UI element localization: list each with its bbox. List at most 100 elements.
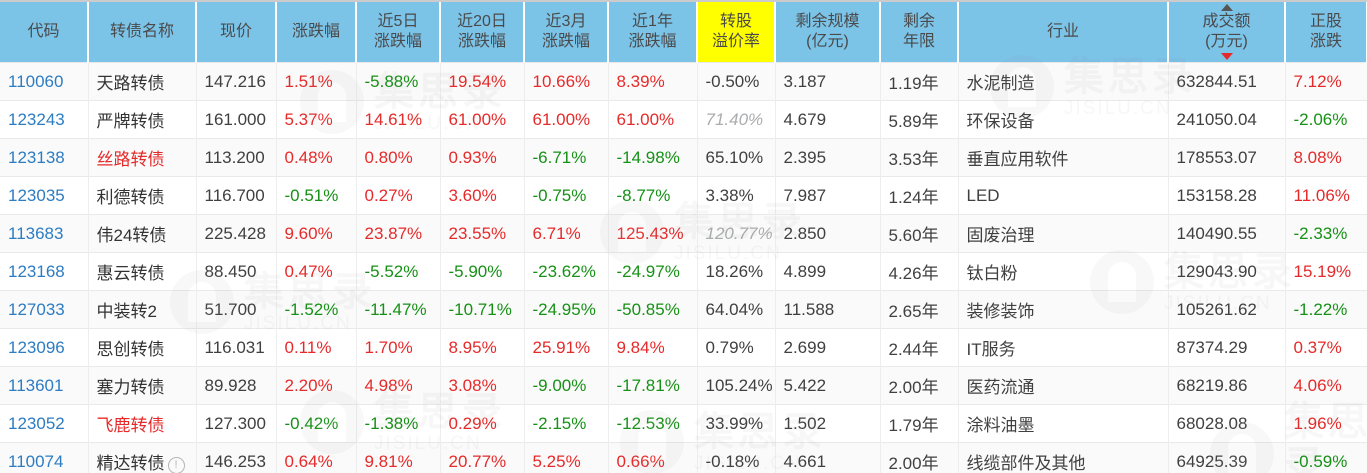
sortable-header[interactable]: 成交额 (万元) [1169,2,1284,62]
name-cell[interactable]: 丝路转债 [87,138,196,177]
price-cell: 116.031 [195,328,276,367]
code-cell[interactable]: 123168 [0,252,88,291]
code-cell[interactable]: 123052 [0,404,88,443]
industry-cell: 固废治理 [957,214,1168,253]
table-row: 123168 惠云转债 88.450 0.47% -5.52% -5.90% -23.62%… [0,252,1367,291]
chg-cell: -0.51% [275,176,356,215]
table-row: 123035 利德转债 116.700 -0.51% 0.27% 3.60% -0.75% -… [0,176,1367,215]
bond-name-link[interactable]: 思创转债 [96,340,165,359]
name-cell[interactable]: 塞力转债 [87,366,196,405]
name-cell[interactable]: 伟24转债 [87,214,196,253]
column-header-d5[interactable]: 近5日 涨跌幅 [355,2,440,63]
code-cell[interactable]: 113683 [0,214,88,253]
sort-desc-icon[interactable] [1220,52,1233,60]
code-cell[interactable]: 110074 [0,442,88,473]
column-header-chg[interactable]: 涨跌幅 [275,2,356,63]
column-label: 近3月 涨跌幅 [541,13,590,50]
bond-name-link[interactable]: 严牌转债 [96,112,165,131]
code-cell[interactable]: 123243 [0,100,88,139]
column-header-code[interactable]: 代码 [0,2,88,63]
info-icon[interactable]: ! [167,457,185,473]
code-cell[interactable]: 123035 [0,176,88,215]
years-cell: 5.60年 [879,214,958,253]
name-cell[interactable]: 利德转债 [87,176,196,215]
d5-cell: -11.47% [355,290,440,329]
d5-cell: 23.87% [355,214,440,253]
industry-cell: LED [957,176,1168,215]
m3-cell: -2.15% [523,404,608,443]
name-cell[interactable]: 思创转债 [87,328,196,367]
column-label: 近5日 涨跌幅 [373,13,422,50]
bond-name-link[interactable]: 天路转债 [96,74,165,93]
years-cell: 1.19年 [879,62,958,101]
column-header-d20[interactable]: 近20日 涨跌幅 [439,2,524,63]
column-header-name[interactable]: 转债名称 [87,2,196,63]
chg-cell: 0.48% [275,138,356,177]
bond-name-link[interactable]: 中装转2 [96,302,157,321]
name-cell[interactable]: 中装转2 [87,290,196,329]
stock-cell: 1.96% [1284,404,1367,443]
column-header-stock[interactable]: 正股 涨跌 [1284,2,1367,63]
size-cell: 4.679 [774,100,880,139]
sort-asc-icon[interactable] [1220,4,1233,12]
industry-cell: 线缆部件及其他 [957,442,1168,473]
bond-name-link[interactable]: 利德转债 [96,188,165,207]
premium-cell: 105.24% [696,366,775,405]
code-cell[interactable]: 123138 [0,138,88,177]
chg-cell: -1.52% [275,290,356,329]
bond-name-link[interactable]: 飞鹿转债 [96,416,165,435]
code-cell[interactable]: 127033 [0,290,88,329]
chg-cell: 0.64% [275,442,356,473]
column-header-price[interactable]: 现价 [195,2,276,63]
name-cell[interactable]: 严牌转债 [87,100,196,139]
bond-name-link[interactable]: 惠云转债 [96,264,165,283]
m3-cell: 6.71% [523,214,608,253]
column-header-turnover[interactable]: 成交额 (万元) [1167,2,1285,63]
m3-cell: 10.66% [523,62,608,101]
price-cell: 147.216 [195,62,276,101]
turnover-cell: 140490.55 [1167,214,1285,253]
turnover-cell: 241050.04 [1167,100,1285,139]
m3-cell: -9.00% [523,366,608,405]
code-cell[interactable]: 110060 [0,62,88,101]
column-header-years[interactable]: 剩余 年限 [879,2,958,63]
d5-cell: 0.27% [355,176,440,215]
column-label: 剩余 年限 [902,13,935,50]
bond-name-link[interactable]: 丝路转债 [96,150,165,169]
chg-cell: 9.60% [275,214,356,253]
turnover-cell: 68028.08 [1167,404,1285,443]
bond-name-link[interactable]: 精达转债 [96,454,165,473]
stock-cell: -0.59% [1284,442,1367,473]
industry-cell: 水泥制造 [957,62,1168,101]
column-header-industry[interactable]: 行业 [957,2,1168,63]
name-cell[interactable]: 天路转债 [87,62,196,101]
chg-cell: 0.47% [275,252,356,291]
table-row: 123138 丝路转债 113.200 0.48% 0.80% 0.93% -6.71% -1… [0,138,1367,177]
table-row: 127033 中装转2 51.700 -1.52% -11.47% -10.71% -24.… [0,290,1367,329]
price-cell: 116.700 [195,176,276,215]
turnover-cell: 64925.39 [1167,442,1285,473]
column-header-y1[interactable]: 近1年 涨跌幅 [607,2,697,63]
column-header-size[interactable]: 剩余规模 (亿元) [774,2,880,63]
column-header-m3[interactable]: 近3月 涨跌幅 [523,2,608,63]
d20-cell: 61.00% [439,100,524,139]
code-cell[interactable]: 123096 [0,328,88,367]
premium-cell: 120.77% [696,214,775,253]
name-cell[interactable]: 惠云转债 [87,252,196,291]
column-label: 剩余规模 (亿元) [795,13,860,50]
premium-cell: 64.04% [696,290,775,329]
code-cell[interactable]: 113601 [0,366,88,405]
chg-cell: 2.20% [275,366,356,405]
name-cell[interactable]: 飞鹿转债 [87,404,196,443]
bond-name-link[interactable]: 伟24转债 [96,226,167,245]
bond-name-link[interactable]: 塞力转债 [96,378,165,397]
column-header-premium[interactable]: 转股 溢价率 [696,2,775,63]
m3-cell: -0.75% [523,176,608,215]
name-cell[interactable]: 精达转债! [87,442,196,473]
y1-cell: 0.66% [607,442,697,473]
table-body: 110060 天路转债 147.216 1.51% -5.88% 19.54% 10.66%… [0,62,1367,473]
column-label: 成交额 (万元) [1202,13,1251,50]
y1-cell: -24.97% [607,252,697,291]
